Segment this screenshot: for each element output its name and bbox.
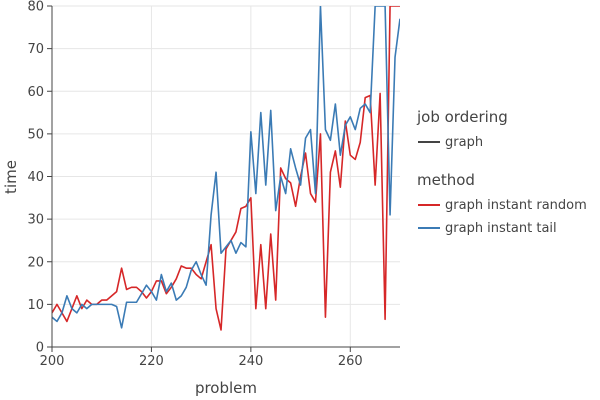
y-tick-label: 50 xyxy=(27,127,44,142)
x-tick-labels: 200 220 240 260 xyxy=(40,347,363,369)
x-tick-label: 260 xyxy=(338,354,363,369)
x-tick-label: 240 xyxy=(238,354,263,369)
y-tick-label: 70 xyxy=(27,42,44,57)
legend-group-title: method xyxy=(417,171,475,189)
y-axis-title: time xyxy=(2,160,20,194)
legend-item-label: graph xyxy=(445,135,483,150)
y-tick-label: 60 xyxy=(27,85,44,100)
legend-group-title: job ordering xyxy=(416,108,508,126)
y-tick-label: 40 xyxy=(27,170,44,185)
y-tick-label: 80 xyxy=(27,0,44,15)
x-tick-label: 220 xyxy=(139,354,164,369)
series-line-graph-instant-random xyxy=(52,6,400,331)
x-axis-title: problem xyxy=(195,379,257,397)
x-tick-label: 200 xyxy=(40,354,65,369)
y-tick-labels: 0 10 20 30 40 50 60 70 80 xyxy=(27,0,52,356)
grid-lines xyxy=(51,5,400,348)
series-line-graph-instant-tail xyxy=(52,6,400,329)
legend-item-label: graph instant random xyxy=(445,198,587,213)
y-tick-label: 0 xyxy=(36,341,44,356)
series-lines xyxy=(52,6,400,331)
y-tick-label: 10 xyxy=(27,298,44,313)
y-tick-label: 20 xyxy=(27,255,44,270)
legend: job ordering graph method graph instant ran… xyxy=(416,108,587,236)
y-tick-label: 30 xyxy=(27,213,44,228)
legend-item-label: graph instant tail xyxy=(445,221,557,236)
